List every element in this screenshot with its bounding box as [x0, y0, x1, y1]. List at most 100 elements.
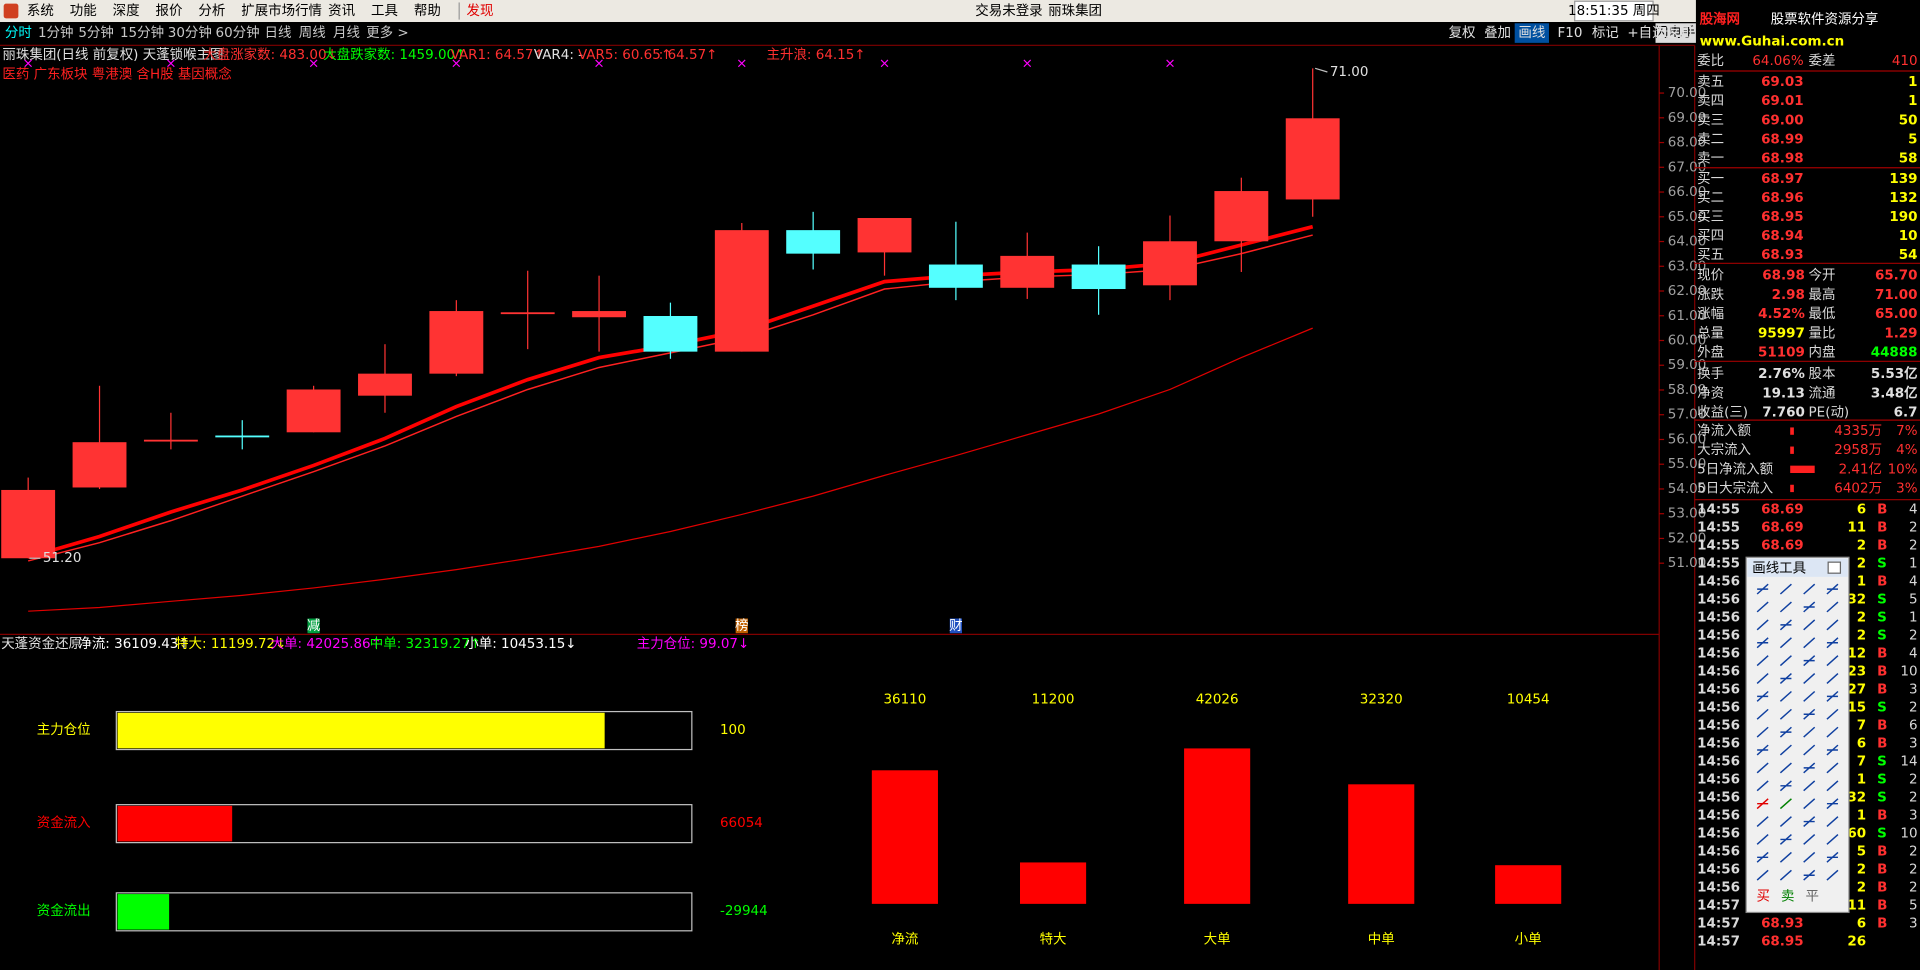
trade-button[interactable]: 买	[1757, 889, 1770, 905]
draw-tool[interactable]	[1756, 780, 1769, 792]
draw-tool[interactable]	[1779, 762, 1792, 774]
menu-item[interactable]: 功能	[70, 3, 97, 19]
draw-tool[interactable]	[1756, 583, 1769, 595]
draw-tool[interactable]	[1826, 655, 1839, 667]
toolbar-button[interactable]: 画线	[1518, 25, 1545, 41]
draw-tool[interactable]	[1779, 583, 1792, 595]
draw-tool[interactable]	[1826, 726, 1839, 738]
draw-tool[interactable]	[1826, 780, 1839, 792]
draw-tool[interactable]	[1756, 690, 1769, 702]
draw-tool[interactable]	[1779, 637, 1792, 649]
draw-tool[interactable]	[1826, 601, 1839, 613]
draw-tool[interactable]	[1779, 780, 1792, 792]
menu-item[interactable]: 分析	[198, 3, 225, 19]
draw-tool[interactable]	[1826, 708, 1839, 720]
menu-item[interactable]: 扩展市场行情	[241, 2, 322, 19]
draw-tool[interactable]	[1826, 583, 1839, 595]
period-tab[interactable]: 更多 >	[366, 24, 409, 41]
menu-item[interactable]: 报价	[156, 3, 183, 19]
draw-tool[interactable]	[1756, 744, 1769, 756]
draw-tool[interactable]	[1826, 619, 1839, 631]
draw-tool[interactable]	[1826, 833, 1839, 845]
draw-tool[interactable]	[1779, 798, 1792, 810]
draw-tool[interactable]	[1826, 637, 1839, 649]
period-tab[interactable]: 5分钟	[78, 24, 114, 41]
draw-tool[interactable]	[1826, 744, 1839, 756]
draw-tool[interactable]	[1803, 637, 1816, 649]
toolbar-button[interactable]: 叠加	[1484, 25, 1511, 41]
draw-tool[interactable]	[1803, 780, 1816, 792]
draw-tool[interactable]	[1803, 655, 1816, 667]
toolbar-button[interactable]: +自选	[1627, 25, 1665, 41]
period-tab[interactable]: 60分钟	[216, 24, 260, 41]
draw-tool[interactable]	[1779, 708, 1792, 720]
draw-tool[interactable]	[1779, 655, 1792, 667]
menu-item[interactable]: 发现	[467, 3, 494, 19]
toolbar-button[interactable]: F10	[1558, 25, 1583, 41]
draw-tool[interactable]	[1803, 583, 1816, 595]
draw-tool[interactable]	[1826, 869, 1839, 881]
draw-tool[interactable]	[1779, 619, 1792, 631]
draw-tool[interactable]	[1826, 851, 1839, 863]
draw-tool[interactable]	[1803, 744, 1816, 756]
draw-tool[interactable]	[1779, 851, 1792, 863]
tool-close[interactable]	[1827, 561, 1842, 574]
draw-tool[interactable]	[1803, 601, 1816, 613]
draw-tool[interactable]	[1756, 726, 1769, 738]
draw-tool[interactable]	[1803, 673, 1816, 684]
draw-tool[interactable]	[1803, 708, 1816, 720]
toolbar-button[interactable]: 标记	[1592, 25, 1619, 41]
period-tab[interactable]: 月线	[333, 25, 360, 41]
draw-tool[interactable]	[1803, 833, 1816, 845]
draw-tool[interactable]	[1803, 869, 1816, 881]
menu-item[interactable]: 帮助	[414, 3, 441, 19]
draw-tool[interactable]	[1826, 798, 1839, 810]
draw-tool[interactable]	[1779, 690, 1792, 702]
menu-item[interactable]: 系统	[27, 3, 54, 19]
draw-tool[interactable]	[1756, 673, 1769, 684]
draw-tool[interactable]	[1779, 869, 1792, 881]
tool-titlebar	[1747, 558, 1848, 577]
menu-item[interactable]: 深度	[113, 3, 140, 19]
draw-tool[interactable]	[1756, 655, 1769, 667]
draw-tool[interactable]	[1756, 601, 1769, 613]
draw-tool[interactable]	[1756, 869, 1769, 881]
draw-tool[interactable]	[1803, 798, 1816, 810]
draw-tool[interactable]	[1803, 816, 1816, 828]
draw-tool[interactable]	[1803, 851, 1816, 863]
draw-tool[interactable]	[1779, 816, 1792, 828]
draw-tool[interactable]	[1779, 833, 1792, 845]
period-tab[interactable]: 1分钟	[38, 24, 74, 41]
menu-item[interactable]: 资讯	[328, 3, 355, 19]
draw-tool[interactable]	[1826, 816, 1839, 828]
draw-tool[interactable]	[1826, 762, 1839, 774]
draw-tool[interactable]	[1756, 637, 1769, 649]
period-tab[interactable]: 日线	[264, 25, 291, 41]
draw-tool[interactable]	[1756, 833, 1769, 845]
period-tab[interactable]: 分时	[5, 25, 32, 41]
draw-tool[interactable]	[1803, 690, 1816, 702]
draw-tool[interactable]	[1756, 798, 1769, 810]
menu-item[interactable]: 工具	[371, 3, 398, 19]
draw-tool[interactable]	[1756, 708, 1769, 720]
draw-tool[interactable]	[1803, 619, 1816, 631]
toolbar-button[interactable]: 返回	[1665, 25, 1692, 41]
draw-tool[interactable]	[1756, 816, 1769, 828]
draw-tool[interactable]	[1756, 851, 1769, 863]
draw-tool[interactable]	[1779, 726, 1792, 738]
trade-button[interactable]: 卖	[1781, 889, 1794, 905]
period-tab[interactable]: 周线	[299, 25, 326, 41]
period-tab[interactable]: 30分钟	[168, 24, 212, 41]
trade-button[interactable]: 平	[1806, 889, 1819, 905]
draw-tool[interactable]	[1779, 744, 1792, 756]
draw-tool[interactable]	[1826, 673, 1839, 684]
draw-tool[interactable]	[1779, 601, 1792, 613]
toolbar-button[interactable]: 复权	[1449, 24, 1476, 41]
draw-tool[interactable]	[1779, 673, 1792, 684]
period-tab[interactable]: 15分钟	[120, 24, 164, 41]
draw-tool[interactable]	[1826, 690, 1839, 702]
draw-tool[interactable]	[1803, 726, 1816, 738]
draw-tool[interactable]	[1803, 762, 1816, 774]
draw-tool[interactable]	[1756, 762, 1769, 774]
draw-tool[interactable]	[1756, 619, 1769, 631]
